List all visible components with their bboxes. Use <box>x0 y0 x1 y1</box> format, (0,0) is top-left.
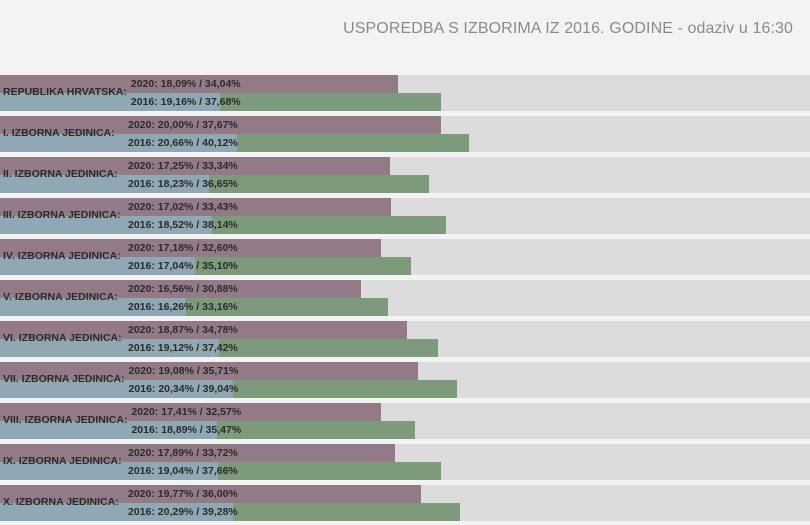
data-label-2016: 2016: 17,04% / 35,10% <box>128 260 238 272</box>
chart-row: IX. IZBORNA JEDINICA: 2020: 17,89% / 33,7… <box>0 444 810 480</box>
bar-2016-first-value <box>0 93 220 111</box>
data-label-2020: 2020: 18,09% / 34,04% <box>130 78 241 90</box>
data-label-2020: 2020: 17,41% / 32,57% <box>131 406 242 418</box>
bar-2016-first-value <box>0 298 187 316</box>
chart-row: REPUBLIKA HRVATSKA: 2020: 18,09% / 34,04%… <box>0 75 810 111</box>
bar-2020 <box>0 485 422 503</box>
row-label: II. IZBORNA JEDINICA: <box>3 168 118 180</box>
data-label-2020: 2020: 17,18% / 32,60% <box>128 242 238 254</box>
chart-row: VII. IZBORNA JEDINICA: 2020: 19,08% / 35,… <box>0 362 810 398</box>
chart-title: USPOREDBA S IZBORIMA IZ 2016. GODINE - o… <box>343 20 793 37</box>
chart-row: II. IZBORNA JEDINICA: 2020: 17,25% / 33,3… <box>0 157 810 193</box>
bar-2020 <box>0 198 392 216</box>
bar-2020 <box>0 116 441 134</box>
data-label-2016: 2016: 18,52% / 38,14% <box>128 219 238 231</box>
bar-2016-first-value <box>0 175 210 193</box>
row-label: X. IZBORNA JEDINICA: <box>3 496 119 508</box>
data-label-2016: 2016: 19,12% / 37,42% <box>128 342 238 354</box>
row-label: III. IZBORNA JEDINICA: <box>3 209 121 221</box>
row-label: I. IZBORNA JEDINICA: <box>3 127 115 139</box>
data-label-2020: 2020: 19,77% / 36,00% <box>128 488 238 500</box>
data-label-2020: 2020: 17,02% / 33,43% <box>128 201 238 213</box>
bar-2020 <box>0 239 382 257</box>
chart-row: X. IZBORNA JEDINICA: 2020: 19,77% / 36,00… <box>0 485 810 521</box>
chart-row: VI. IZBORNA JEDINICA: 2020: 18,87% / 34,7… <box>0 321 810 357</box>
data-label-2020: 2020: 19,08% / 35,71% <box>128 365 239 377</box>
row-label: IV. IZBORNA JEDINICA: <box>3 250 121 262</box>
row-label: VII. IZBORNA JEDINICA: <box>3 373 125 385</box>
row-label: VI. IZBORNA JEDINICA: <box>3 332 122 344</box>
row-label: IX. IZBORNA JEDINICA: <box>3 455 122 467</box>
chart-row: III. IZBORNA JEDINICA: 2020: 17,02% / 33,… <box>0 198 810 234</box>
bar-2016-first-value <box>0 462 219 480</box>
data-label-2016: 2016: 19,04% / 37,66% <box>128 465 238 477</box>
data-label-2016: 2016: 20,66% / 40,12% <box>128 137 238 149</box>
data-label-2020: 2020: 17,89% / 33,72% <box>128 447 238 459</box>
row-label: VIII. IZBORNA JEDINICA: <box>3 414 128 426</box>
data-label-2020: 2020: 18,87% / 34,78% <box>128 324 238 336</box>
bar-2016-first-value <box>0 216 213 234</box>
bar-2020 <box>0 75 399 93</box>
data-label-2016: 2016: 16,26% / 33,16% <box>128 301 238 313</box>
bar-2016-first-value <box>0 134 237 152</box>
bar-2020 <box>0 280 362 298</box>
data-label-2020: 2020: 17,25% / 33,34% <box>128 160 238 172</box>
bar-2016-first-value <box>0 257 196 275</box>
row-label: REPUBLIKA HRVATSKA: <box>3 86 127 98</box>
chart-row: VIII. IZBORNA JEDINICA: 2020: 17,41% / 32… <box>0 403 810 439</box>
data-label-2020: 2020: 16,56% / 30,88% <box>128 283 238 295</box>
row-label: V. IZBORNA JEDINICA: <box>3 291 118 303</box>
chart-row: IV. IZBORNA JEDINICA: 2020: 17,18% / 32,6… <box>0 239 810 275</box>
chart-row: V. IZBORNA JEDINICA: 2020: 16,56% / 30,88… <box>0 280 810 316</box>
data-label-2020: 2020: 20,00% / 37,67% <box>128 119 238 131</box>
data-label-2016: 2016: 20,34% / 39,04% <box>128 383 239 395</box>
bar-2020 <box>0 403 382 421</box>
bar-2020 <box>0 157 391 175</box>
bar-2016-first-value <box>0 380 234 398</box>
data-label-2016: 2016: 18,23% / 36,65% <box>128 178 238 190</box>
data-label-2016: 2016: 18,89% / 35,47% <box>131 424 242 436</box>
chart-row: I. IZBORNA JEDINICA: 2020: 20,00% / 37,67… <box>0 116 810 152</box>
bar-2020 <box>0 444 395 462</box>
data-label-2016: 2016: 20,29% / 39,28% <box>128 506 238 518</box>
bar-2020 <box>0 321 407 339</box>
data-label-2016: 2016: 19,16% / 37,68% <box>130 96 241 108</box>
bar-2016-first-value <box>0 421 217 439</box>
bar-2016-first-value <box>0 339 220 357</box>
bar-2016-first-value <box>0 503 233 521</box>
bar-2020 <box>0 362 418 380</box>
